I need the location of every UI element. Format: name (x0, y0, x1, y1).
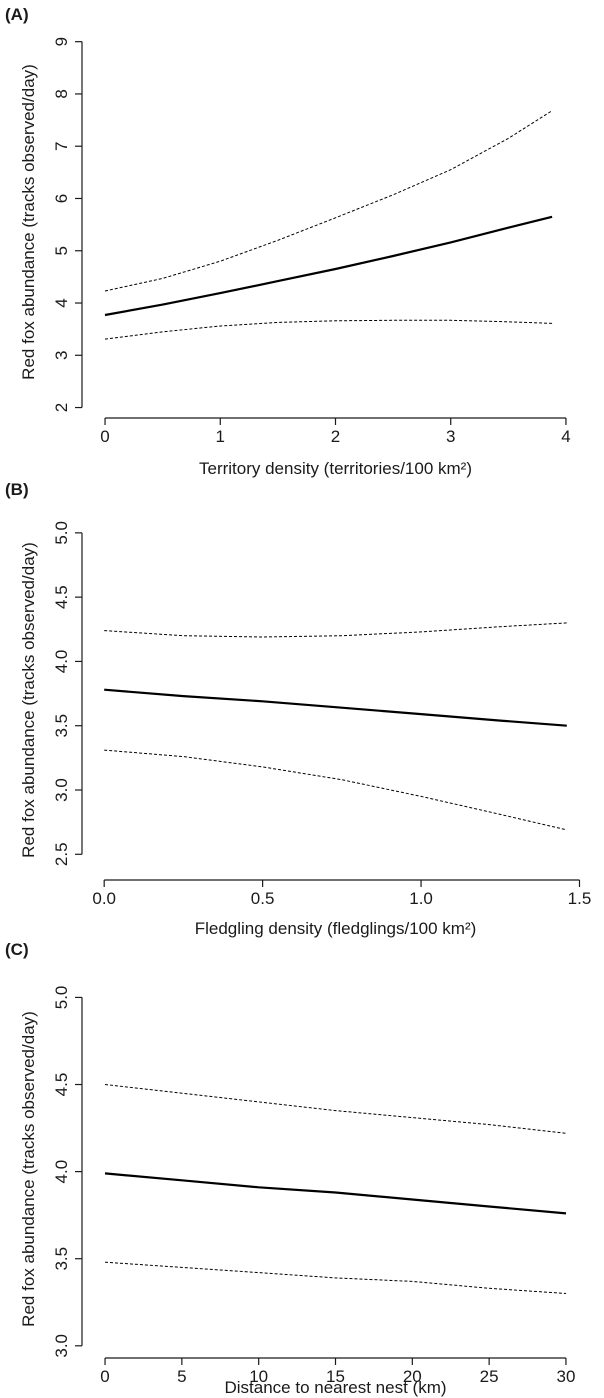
panel-c-x-tick-label: 5 (177, 1367, 186, 1386)
panel-b-x-tick-label: 0.0 (92, 889, 116, 908)
panel-a-y-tick-label: 8 (52, 89, 71, 98)
panel-a-y-tick-label: 9 (52, 37, 71, 46)
panel-c-y-tick-label: 3.0 (52, 1334, 71, 1358)
panel-b-x-tick-label: 0.5 (251, 889, 275, 908)
panel-b-y-tick-label: 2.5 (52, 842, 71, 866)
panel-b-y-tick-label: 3.0 (52, 778, 71, 802)
panel-c-x-tick-label: 25 (480, 1367, 499, 1386)
panel-c-x-tick-label: 20 (403, 1367, 422, 1386)
panel-a-y-tick-label: 7 (52, 141, 71, 150)
panel-b-y-tick-label: 4.0 (52, 650, 71, 674)
panel-b-lower-ci-line (104, 749, 567, 831)
panel-c-label: (C) (5, 940, 29, 959)
panel-c-x-axis-label: Distance to nearest nest (km) (224, 1378, 446, 1397)
panel-c-x-tick-label: 15 (326, 1367, 345, 1386)
panel-a-x-tick-label: 1 (216, 427, 225, 446)
panel-a-y-tick-label: 3 (52, 351, 71, 360)
panel-a-x-tick-label: 4 (561, 427, 570, 446)
panel-c-y-tick-label: 4.0 (52, 1160, 71, 1184)
panel-c-upper-ci-line (104, 1084, 567, 1134)
panel-c-x-tick-label: 30 (556, 1367, 575, 1386)
panel-c-fit-line (104, 1172, 567, 1215)
panel-b-upper-ci-line (104, 622, 567, 638)
panel-a-x-tick-label: 3 (446, 427, 455, 446)
panel-a-y-tick-label: 2 (52, 403, 71, 412)
panel-b-label: (B) (5, 480, 29, 499)
panel-c-y-tick-label: 5.0 (52, 986, 71, 1010)
panel-b-x-tick-label: 1.5 (568, 889, 592, 908)
panel-b-y-tick-label: 3.5 (52, 714, 71, 738)
panel-a-x-tick-label: 0 (100, 427, 109, 446)
panel-b-x-axis-label: Fledgling density (fledglings/100 km²) (195, 919, 477, 938)
panel-b-y-tick-label: 5.0 (52, 521, 71, 545)
panel-b-fit-line (104, 688, 567, 727)
panel-c-y-tick-label: 3.5 (52, 1247, 71, 1271)
panel-c-x-tick-label: 10 (249, 1367, 268, 1386)
panel-a-label: (A) (5, 5, 29, 24)
panel-a-y-axis-label: Red fox abundance (tracks observed/day) (19, 64, 38, 380)
panel-a-y-tick-label: 6 (52, 194, 71, 203)
panel-c-y-axis-label: Red fox abundance (tracks observed/day) (19, 1011, 38, 1327)
panel-c-x-tick-label: 0 (100, 1367, 109, 1386)
panel-a-lower-ci-line (104, 319, 553, 340)
panel-a-upper-ci-line (104, 110, 553, 292)
panel-a-x-axis-label: Territory density (territories/100 km²) (199, 459, 472, 478)
panel-b-y-axis-label: Red fox abundance (tracks observed/day) (19, 542, 38, 858)
panel-c-y-tick-label: 4.5 (52, 1073, 71, 1097)
panel-b-x-tick-label: 1.0 (409, 889, 433, 908)
panel-b-y-tick-label: 4.5 (52, 585, 71, 609)
panel-c-lower-ci-line (104, 1261, 567, 1294)
panel-a-y-tick-label: 4 (52, 298, 71, 307)
panel-a-fit-line (104, 215, 553, 317)
panel-a-y-tick-label: 5 (52, 246, 71, 255)
panel-a-x-tick-label: 2 (331, 427, 340, 446)
